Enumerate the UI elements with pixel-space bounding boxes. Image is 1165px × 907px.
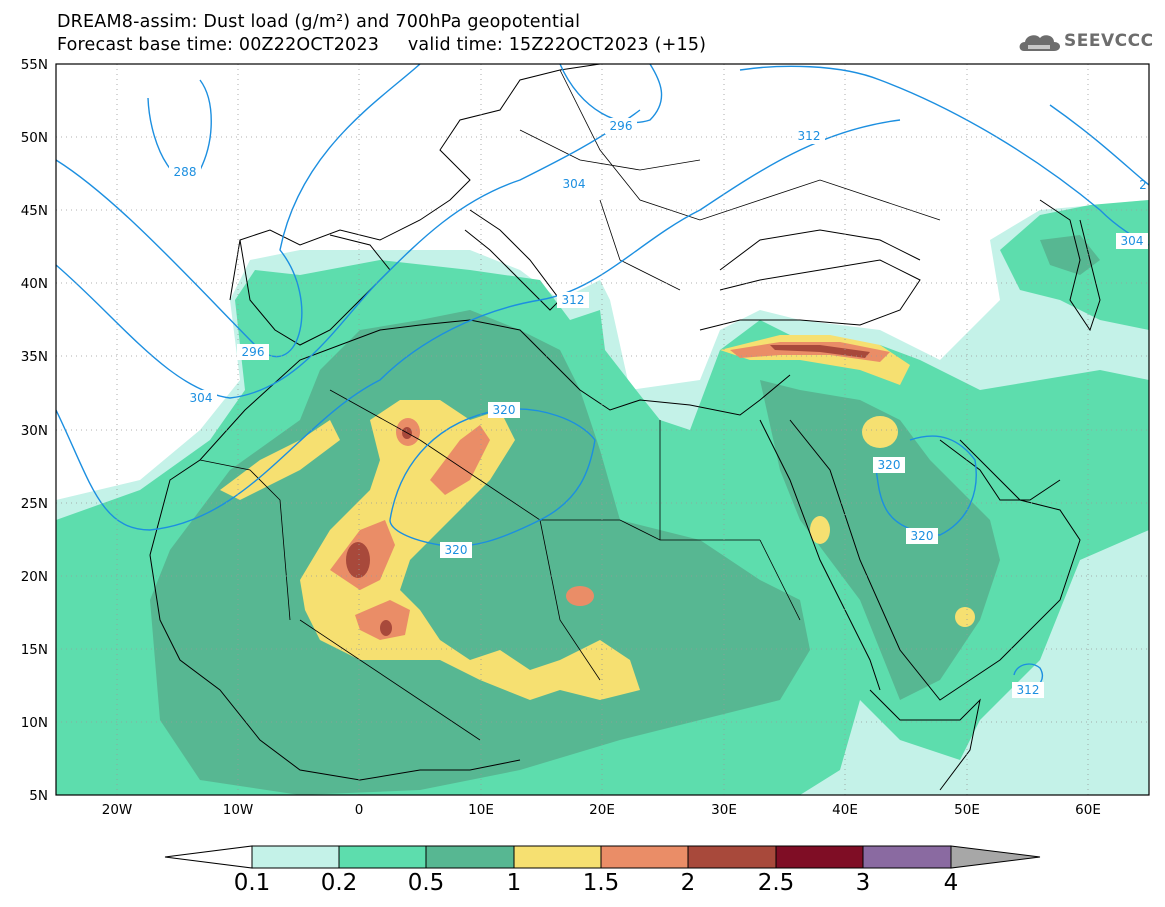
dust-level-0.5-caspian xyxy=(1040,235,1100,275)
y-tick-label: 10N xyxy=(21,715,48,731)
x-axis: 20W 10W 0 10E 20E 30E 40E 50E 60E xyxy=(102,802,1101,818)
colorbar-swatch xyxy=(600,845,689,869)
colorbar-label: 0.5 xyxy=(407,870,445,896)
contour-label: 320 xyxy=(493,403,516,417)
lat-lon-grid xyxy=(56,64,1149,795)
europe-coast xyxy=(229,64,601,301)
colorbar-swatch xyxy=(251,845,340,869)
y-tick-label: 30N xyxy=(21,423,48,439)
contour-label: 312 xyxy=(562,293,585,307)
y-axis: 55N 50N 45N 40N 35N 30N 25N 20N 15N 10N … xyxy=(21,57,48,804)
colorbar-label: 2 xyxy=(680,870,696,896)
contour-label: 304 xyxy=(1121,234,1144,248)
italy xyxy=(464,209,561,311)
colorbar-label: 1.5 xyxy=(582,870,620,896)
contour-label: 320 xyxy=(911,529,934,543)
contour-label: 2 xyxy=(1139,178,1147,192)
contour-label: 296 xyxy=(242,345,265,359)
colorbar-swatch xyxy=(687,845,777,869)
dust-level-0.5-middle-east xyxy=(760,380,1000,700)
contour-296-east xyxy=(559,64,663,124)
x-tick-label: 10E xyxy=(468,802,494,818)
anatolia xyxy=(699,259,921,331)
y-tick-label: 45N xyxy=(21,203,48,219)
contour-label-group: 288 296 304 312 320 296 304 312 304 320 … xyxy=(169,118,1148,698)
red-sea xyxy=(759,419,881,691)
colorbar-swatch xyxy=(775,845,864,869)
contour-label: 320 xyxy=(878,458,901,472)
colorbar-label: 2.5 xyxy=(757,870,795,896)
contour-304-east xyxy=(1049,104,1149,186)
colorbar-swatch xyxy=(425,845,515,869)
dust-level-1.5b xyxy=(355,600,410,640)
black-sea xyxy=(719,229,921,271)
contour-label: 312 xyxy=(1017,683,1040,697)
contour-label: 320 xyxy=(445,543,468,557)
map-frame xyxy=(55,63,1150,796)
contour-304-west xyxy=(56,109,641,399)
x-tick-label: 30E xyxy=(711,802,737,818)
dust-level-1.5-spot2 xyxy=(566,586,594,606)
colorbar-low-arrow xyxy=(164,845,253,869)
y-tick-label: 50N xyxy=(21,130,48,146)
north-africa-coast xyxy=(149,319,791,556)
geopotential-contours xyxy=(56,64,1149,691)
colorbar-high-arrow xyxy=(950,845,1041,869)
horn-africa xyxy=(869,689,981,791)
dust-level-1-spot2 xyxy=(810,516,830,544)
logo-text: SEEVCCC xyxy=(1064,31,1154,51)
forecast-time: Forecast base time: 00Z22OCT2023 valid t… xyxy=(57,35,707,55)
arabia xyxy=(789,419,1081,701)
x-tick-label: 20W xyxy=(102,802,133,818)
contour-312-west xyxy=(56,119,901,531)
europe-borders xyxy=(519,69,941,291)
contour-320-east xyxy=(874,435,977,536)
contour-label: 296 xyxy=(610,119,633,133)
colorbar-label: 4 xyxy=(943,870,959,896)
contour-312-east xyxy=(739,65,1149,246)
colorbar xyxy=(164,845,1041,869)
west-africa-coast xyxy=(149,554,521,781)
contour-label: 288 xyxy=(174,165,197,179)
x-tick-label: 0 xyxy=(355,802,364,818)
x-tick-label: 10W xyxy=(223,802,254,818)
colorbar-swatch xyxy=(862,845,952,869)
y-tick-label: 55N xyxy=(21,57,48,73)
contour-296-west xyxy=(56,64,421,358)
y-tick-label: 15N xyxy=(21,642,48,658)
caspian xyxy=(1039,199,1101,332)
x-tick-label: 20E xyxy=(589,802,615,818)
colorbar-label: 0.1 xyxy=(233,870,271,896)
colorbar-label: 1 xyxy=(506,870,522,896)
colorbar-label: 3 xyxy=(855,870,871,896)
contour-label: 304 xyxy=(190,391,213,405)
dust-level-2-spot xyxy=(346,542,370,578)
y-tick-label: 40N xyxy=(21,276,48,292)
colorbar-label: 0.2 xyxy=(320,870,358,896)
x-tick-label: 40E xyxy=(832,802,858,818)
y-tick-label: 20N xyxy=(21,569,48,585)
seevccc-logo: SEEVCCC xyxy=(1018,27,1158,57)
colorbar-swatch xyxy=(513,845,602,869)
y-tick-label: 5N xyxy=(29,788,48,804)
dust-fields xyxy=(56,200,1149,795)
dust-level-1-spot xyxy=(862,416,898,448)
dust-level-2-spot2 xyxy=(380,620,392,636)
africa-borders xyxy=(199,389,801,741)
contour-label: 304 xyxy=(563,177,586,191)
x-tick-label: 60E xyxy=(1075,802,1101,818)
coastlines xyxy=(149,64,1101,791)
x-tick-label: 50E xyxy=(954,802,980,818)
colorbar-swatch xyxy=(338,845,427,869)
contour-label: 312 xyxy=(798,129,821,143)
cloud-icon xyxy=(1019,35,1060,51)
map-title: DREAM8-assim: Dust load (g/m²) and 700hP… xyxy=(57,12,581,32)
dust-level-1.5c xyxy=(430,425,490,495)
dust-level-1.5-east xyxy=(730,342,890,362)
y-tick-label: 25N xyxy=(21,496,48,512)
dust-level-1-spot3 xyxy=(955,607,975,627)
iberia xyxy=(239,234,391,346)
y-tick-label: 35N xyxy=(21,349,48,365)
